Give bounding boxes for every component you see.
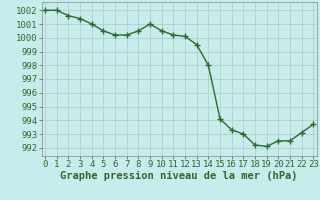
X-axis label: Graphe pression niveau de la mer (hPa): Graphe pression niveau de la mer (hPa) [60, 171, 298, 181]
